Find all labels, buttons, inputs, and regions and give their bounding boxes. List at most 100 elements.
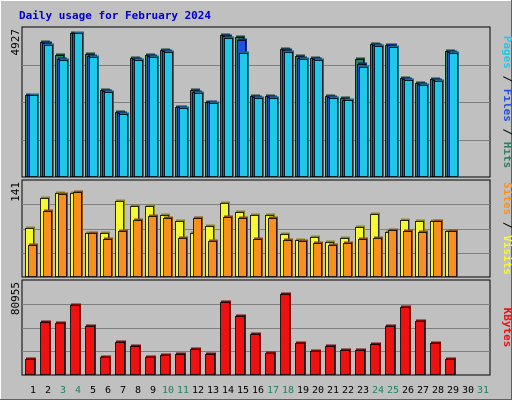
bar-sites-day-24 — [373, 236, 383, 277]
bar-pages-day-9 — [149, 55, 159, 177]
bar-pages-day-20 — [314, 58, 324, 177]
x-tick-day-29: 29 — [447, 385, 459, 396]
bar-kbytes-day-3 — [55, 321, 66, 375]
bar-pages-day-13 — [209, 101, 219, 177]
bar-pages-day-17 — [269, 96, 279, 177]
x-tick-day-31: 31 — [477, 385, 489, 396]
bar-kbytes-day-28 — [430, 341, 441, 375]
bar-pages-day-2 — [44, 43, 54, 177]
bar-pages-day-3 — [59, 58, 69, 177]
bar-pages-day-10 — [164, 50, 174, 177]
x-tick-day-19: 19 — [297, 385, 309, 396]
bar-sites-day-4 — [73, 190, 83, 277]
legend-entry-2: Files — [501, 89, 512, 122]
bar-pages-day-18 — [284, 50, 294, 177]
x-tick-day-12: 12 — [192, 385, 204, 396]
bar-sites-day-3 — [58, 192, 68, 277]
bar-sites-day-21 — [328, 243, 338, 277]
x-tick-day-24: 24 — [372, 385, 384, 396]
x-tick-day-17: 17 — [267, 385, 279, 396]
x-tick-day-25: 25 — [387, 385, 399, 396]
x-tick-day-4: 4 — [75, 385, 81, 396]
bar-sites-day-6 — [103, 237, 113, 277]
x-tick-day-13: 13 — [207, 385, 219, 396]
bar-kbytes-day-7 — [115, 340, 126, 375]
bar-sites-day-25 — [388, 228, 398, 277]
side-legend-label: Sites / Visits — [501, 182, 512, 275]
bar-kbytes-day-8 — [130, 344, 141, 375]
bar-kbytes-day-13 — [205, 352, 216, 375]
bar-kbytes-day-20 — [310, 349, 321, 375]
x-tick-day-10: 10 — [162, 385, 174, 396]
bar-kbytes-day-2 — [40, 320, 51, 375]
bar-sites-day-5 — [88, 231, 98, 277]
x-tick-day-18: 18 — [282, 385, 294, 396]
y-max-label: 141 — [9, 182, 22, 202]
x-tick-day-7: 7 — [120, 385, 126, 396]
panel-2: 141 Sites / Visits — [9, 179, 512, 278]
bar-pages-day-4 — [74, 31, 84, 177]
bar-sites-day-27 — [418, 230, 428, 277]
bar-sites-day-16 — [253, 237, 263, 277]
bar-pages-day-16 — [254, 96, 264, 177]
bar-kbytes-day-23 — [355, 348, 366, 375]
bar-sites-day-20 — [313, 241, 323, 277]
legend-entry-0: Pages — [501, 36, 512, 69]
bar-kbytes-day-11 — [175, 352, 186, 375]
x-tick-day-15: 15 — [237, 385, 249, 396]
bar-sites-day-23 — [358, 237, 368, 277]
x-axis-day-labels: 1 2 3 4 5 6 7 8 9 10 11 12 13 14 15 16 17 18 19 20 21 22 23 24 2… — [30, 385, 489, 396]
side-legend-label: Pages / Files / Hits — [501, 36, 512, 169]
bar-kbytes-day-22 — [340, 348, 351, 375]
bar-pages-day-24 — [374, 44, 384, 177]
bar-pages-day-27 — [419, 83, 429, 177]
x-tick-day-11: 11 — [177, 385, 189, 396]
bar-sites-day-15 — [238, 216, 248, 277]
legend-entry-1: / — [501, 215, 512, 235]
side-legend-label: KBytes — [501, 308, 512, 348]
x-tick-day-3: 3 — [60, 385, 66, 396]
x-tick-day-27: 27 — [417, 385, 429, 396]
bar-kbytes-day-19 — [295, 341, 306, 375]
bar-pages-day-15 — [239, 51, 249, 177]
bar-kbytes-day-4 — [70, 303, 81, 375]
bar-pages-day-6 — [104, 90, 114, 177]
bar-pages-day-23 — [359, 65, 369, 177]
bar-sites-day-29 — [448, 229, 458, 277]
bar-sites-day-7 — [118, 229, 128, 277]
bar-kbytes-day-25 — [385, 324, 396, 375]
x-tick-day-28: 28 — [432, 385, 444, 396]
legend-entry-4: Hits — [501, 142, 512, 169]
bar-kbytes-day-9 — [145, 355, 156, 375]
bar-sites-day-2 — [43, 209, 53, 277]
bar-sites-day-9 — [148, 214, 158, 277]
x-tick-day-16: 16 — [252, 385, 264, 396]
bar-kbytes-day-26 — [400, 305, 411, 375]
bar-sites-day-12 — [193, 216, 203, 277]
bar-pages-day-28 — [434, 79, 444, 177]
bar-kbytes-day-1 — [25, 357, 36, 375]
bar-kbytes-day-15 — [235, 314, 246, 375]
bar-kbytes-day-16 — [250, 332, 261, 375]
bar-kbytes-day-18 — [280, 292, 291, 375]
bar-kbytes-day-17 — [265, 351, 276, 375]
y-max-label: 80955 — [9, 282, 22, 315]
bar-sites-day-28 — [433, 219, 443, 277]
bar-kbytes-day-12 — [190, 347, 201, 375]
bar-sites-day-18 — [283, 238, 293, 277]
x-tick-day-8: 8 — [135, 385, 141, 396]
x-tick-day-30: 30 — [462, 385, 474, 396]
x-tick-day-20: 20 — [312, 385, 324, 396]
y-max-label: 4927 — [9, 29, 22, 56]
bar-kbytes-day-21 — [325, 344, 336, 375]
x-tick-day-14: 14 — [222, 385, 234, 396]
bar-kbytes-day-27 — [415, 319, 426, 375]
bar-kbytes-day-10 — [160, 353, 171, 375]
chart-panels: 4927 Pages / Files / Hits 141 Sites / Visit… — [9, 26, 512, 376]
bar-sites-day-19 — [298, 239, 308, 277]
bar-pages-day-29 — [449, 51, 459, 177]
bar-kbytes-day-6 — [100, 355, 111, 375]
panel-1: 4927 Pages / Files / Hits — [9, 26, 512, 178]
bar-sites-day-10 — [163, 216, 173, 277]
